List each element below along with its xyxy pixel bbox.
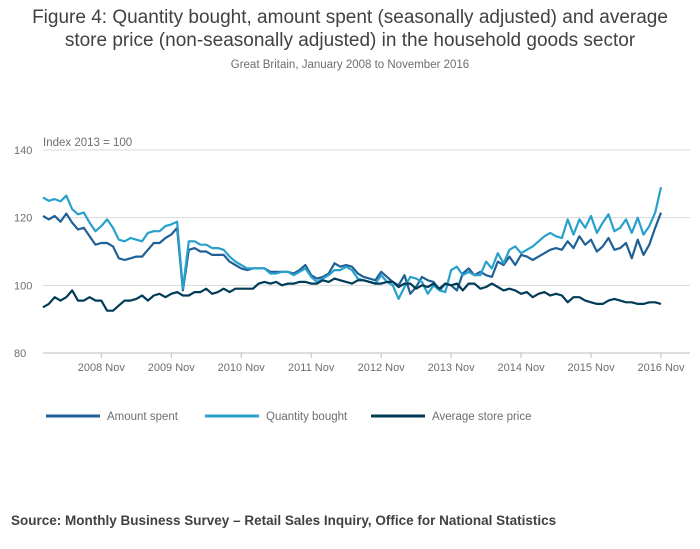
- line-chart: 80 100 120 140 Index 2013 = 100 2008 Nov 2009 …: [14, 137, 690, 423]
- series-line: [42, 212, 663, 295]
- legend-label: Average store price: [432, 411, 532, 423]
- y-tick-label: 80: [14, 348, 26, 360]
- y-tick-label: 140: [14, 145, 32, 157]
- x-tick-label: 2008 Nov: [78, 362, 126, 374]
- x-tick-label: 2011 Nov: [288, 362, 335, 374]
- y-axis-label: Index 2013 = 100: [43, 137, 132, 149]
- legend-label: Quantity bought: [266, 411, 348, 423]
- source-note: Source: Monthly Business Survey – Retail…: [11, 513, 557, 528]
- chart-subtitle: Great Britain, January 2008 to November …: [230, 59, 470, 71]
- x-tick-label: 2009 Nov: [148, 362, 196, 374]
- y-tick-label: 100: [14, 280, 32, 292]
- y-tick-label: 120: [14, 213, 32, 225]
- x-tick-label: 2016 Nov: [637, 362, 685, 374]
- x-tick-label: 2010 Nov: [218, 362, 266, 374]
- chart-title-line-2: store price (non-seasonally adjusted) in…: [64, 30, 636, 51]
- x-tick-label: 2013 Nov: [428, 362, 476, 374]
- chart-title: Figure 4: Quantity bought, amount spent …: [0, 6, 700, 52]
- series-line: [42, 186, 663, 300]
- series-line: [42, 277, 662, 312]
- legend-label: Amount spent: [107, 411, 179, 423]
- chart-title-line-1: Figure 4: Quantity bought, amount spent …: [32, 7, 668, 28]
- x-tick-label: 2015 Nov: [567, 362, 615, 374]
- x-tick-label: 2014 Nov: [498, 362, 546, 374]
- x-tick-label: 2012 Nov: [358, 362, 406, 374]
